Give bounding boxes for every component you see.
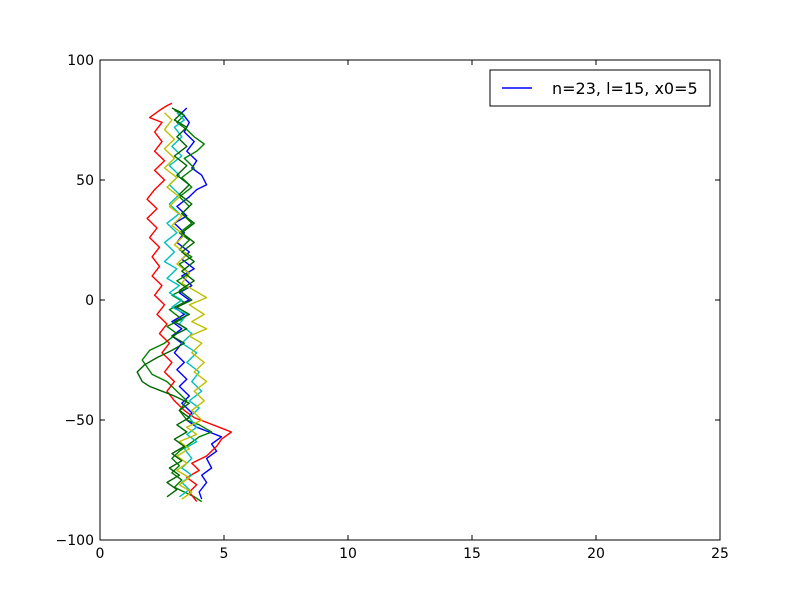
x-tick-label: 0 [96, 546, 105, 562]
x-tick-label: 10 [339, 546, 357, 562]
series-line-2 [141, 109, 213, 503]
series-line-5 [163, 112, 208, 500]
x-tick-label: 5 [220, 546, 229, 562]
y-tick-label: 100 [67, 53, 94, 69]
legend: n=23, l=15, x0=5 [489, 69, 711, 107]
x-tick-label: 20 [587, 546, 605, 562]
y-tick-label: 50 [76, 173, 94, 189]
y-tick-label: 0 [85, 293, 94, 309]
x-tick-label: 15 [463, 546, 481, 562]
y-tick-label: −50 [64, 413, 94, 429]
x-tick-label: 25 [711, 546, 729, 562]
series-line-6 [136, 107, 195, 498]
y-tick-label: −100 [56, 533, 94, 549]
series-line-3 [146, 102, 233, 503]
series-layer [136, 102, 233, 503]
legend-label: n=23, l=15, x0=5 [552, 79, 698, 98]
tick-layer: 0 5 10 15 20 25 −100 −50 0 50 100 [56, 53, 729, 562]
